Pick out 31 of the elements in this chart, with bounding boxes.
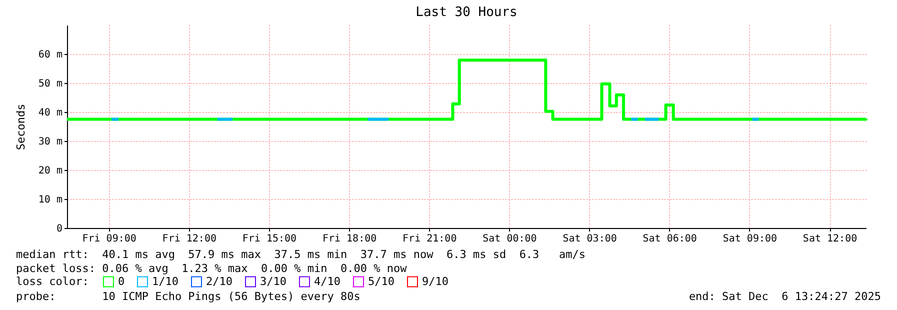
legend-label: 2/10 — [206, 274, 232, 288]
x-tick-label: Sat 03:00 — [562, 234, 617, 244]
y-tick-label: 50 m — [38, 78, 62, 90]
legend-label: 3/10 — [260, 274, 286, 288]
y-tick-label: 40 m — [38, 108, 62, 118]
x-tick-label: Sat 06:00 — [642, 234, 697, 244]
legend-label: 9/10 — [422, 274, 448, 288]
legend-title: loss color: — [16, 275, 89, 288]
legend-label: 1/10 — [152, 274, 178, 288]
text: median rtt: 40.1 ms avg 57.9 ms max 37.5 ms min 37.7 ms now 6.3 ms sd 6.3 am/s — [16, 248, 586, 261]
text: end: Sat Dec 6 13:24:27 2025 — [688, 290, 881, 303]
x-tick-label: Fri 15:00 — [242, 234, 297, 244]
x-tick-label: Fri 18:00 — [322, 234, 377, 244]
legend-label: 4/10 — [314, 274, 340, 288]
x-tick-label: Fri 09:00 — [82, 234, 136, 244]
legend-label: 5/10 — [368, 274, 394, 288]
text: packet loss: 0.06 % avg 1.23 % max 0.00 % min 0.00 % now — [16, 262, 407, 275]
legend-label: 0 — [118, 274, 125, 288]
chart-title: Last 30 Hours — [416, 5, 518, 20]
y-tick-label: 60 m — [38, 50, 62, 60]
x-tick-label: Sat 12:00 — [802, 234, 858, 244]
text: probe: 10 ICMP Echo Pings (56 Bytes) every 80s — [16, 290, 360, 303]
y-tick-label: 10 m — [38, 194, 62, 206]
x-tick-label: Fri 12:00 — [162, 234, 216, 244]
y-tick-label: 30 m — [38, 136, 62, 148]
x-tick-label: Sat 00:00 — [482, 234, 537, 244]
y-axis-title: Seconds — [14, 104, 28, 150]
x-tick-label: Sat 09:00 — [722, 234, 778, 244]
x-tick-label: Fri 21:00 — [402, 234, 457, 244]
y-tick-label: 20 m — [38, 166, 62, 176]
y-tick-label: 0 — [56, 224, 62, 234]
